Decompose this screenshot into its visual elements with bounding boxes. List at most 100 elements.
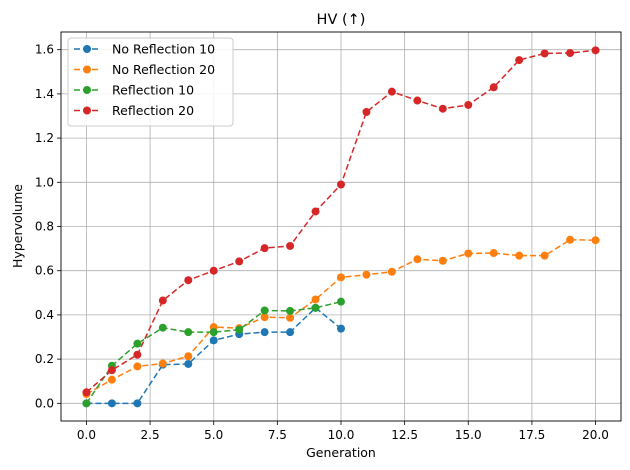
data-point-reflection-20 [566,48,575,57]
y-tick-label: 1.6 [35,43,54,57]
legend-entries: No Reflection 10 No Reflection 20 Reflecti… [74,42,215,118]
x-tick-label: 12.5 [391,428,418,442]
series-reflection-20 [82,46,600,397]
data-point-reflection-10 [337,297,345,306]
legend-marker-no-reflection-10 [83,45,91,53]
data-point-reflection-20 [515,56,524,65]
data-point-reflection-20 [260,244,269,253]
data-point-no-reflection-20 [311,295,320,304]
data-point-reflection-20 [209,266,218,275]
grid-layer [61,32,621,421]
legend-entry-reflection-10: Reflection 10 [74,83,194,98]
data-point-no-reflection-10 [260,328,269,337]
x-tick-label: 5.0 [204,428,223,442]
data-point-no-reflection-10 [107,399,116,408]
data-point-reflection-20 [591,46,600,55]
data-point-reflection-20 [133,350,142,359]
series-layer [82,46,600,408]
legend-marker-reflection-10 [83,86,91,94]
x-tick-label: 17.5 [519,428,546,442]
data-point-no-reflection-20 [387,267,396,276]
y-tick-label: 1.0 [35,175,54,189]
data-point-reflection-10 [184,328,193,337]
legend-label-no-reflection-20: No Reflection 20 [112,62,215,77]
y-tick-label: 0.4 [35,308,54,322]
legend-label-no-reflection-10: No Reflection 10 [112,42,215,57]
data-point-reflection-20 [438,104,447,113]
legend-box [67,37,234,127]
data-point-no-reflection-20 [260,313,269,322]
y-tick-label: 0.6 [35,264,54,278]
data-point-no-reflection-10 [337,324,345,333]
x-tick-label: 0.0 [77,428,96,442]
y-axis-label: Hypervolume [10,184,25,268]
data-point-reflection-20 [540,49,549,58]
data-point-no-reflection-20 [566,235,575,244]
data-point-no-reflection-20 [540,251,549,260]
x-tick-label: 10.0 [328,428,355,442]
data-point-reflection-10 [311,303,320,312]
ticks-layer: 0.0 2.5 5.0 7.5 10.0 12.5 15.0 17.5 20.0 0.0 0.2 0.… [35,43,609,442]
data-point-reflection-20 [337,180,345,189]
y-tick-label: 0.0 [35,396,54,410]
data-point-reflection-20 [413,96,422,105]
chart-title: HV (↑) [317,12,366,28]
y-tick-label: 0.8 [35,220,54,234]
x-tick-label: 20.0 [582,428,609,442]
data-point-no-reflection-20 [489,249,498,258]
data-point-no-reflection-20 [286,313,295,322]
data-point-reflection-10 [158,323,167,332]
data-point-reflection-20 [362,108,371,117]
legend-entry-reflection-20: Reflection 20 [74,103,194,118]
x-tick-label: 2.5 [141,428,160,442]
data-point-no-reflection-20 [133,362,142,371]
x-tick-label: 7.5 [268,428,287,442]
data-point-reflection-20 [107,366,116,375]
y-tick-label: 1.2 [35,131,54,145]
data-point-no-reflection-20 [107,375,116,384]
data-point-reflection-20 [82,388,91,397]
data-point-reflection-20 [489,83,498,92]
data-point-reflection-10 [133,339,142,348]
legend-marker-reflection-20 [83,106,91,115]
legend-entry-no-reflection-10: No Reflection 10 [74,42,215,57]
y-tick-label: 0.2 [35,352,54,366]
data-point-no-reflection-20 [158,359,167,368]
legend-label-reflection-10: Reflection 10 [112,83,194,98]
legend-label-reflection-20: Reflection 20 [112,103,194,118]
legend-entry-no-reflection-20: No Reflection 20 [74,62,215,77]
data-point-no-reflection-20 [362,270,371,279]
data-point-reflection-10 [235,325,244,334]
data-point-reflection-20 [387,87,396,96]
data-point-no-reflection-20 [413,255,422,264]
data-point-reflection-20 [311,207,320,216]
series-reflection-10 [82,297,345,408]
data-point-no-reflection-10 [209,336,218,345]
data-point-no-reflection-10 [133,399,142,408]
x-axis-label: Generation [306,445,376,460]
data-point-reflection-20 [158,296,167,305]
data-point-reflection-20 [184,276,193,285]
y-tick-label: 1.4 [35,87,54,101]
data-point-reflection-10 [82,399,91,408]
data-point-no-reflection-20 [184,352,193,361]
data-point-no-reflection-10 [286,328,295,337]
data-point-no-reflection-20 [464,249,473,258]
data-point-reflection-10 [209,328,218,337]
data-point-no-reflection-20 [515,251,524,260]
data-point-reflection-10 [286,306,295,315]
series-line-reflection-10 [85,300,342,404]
legend-marker-no-reflection-20 [83,65,91,74]
x-tick-label: 15.0 [455,428,482,442]
data-point-no-reflection-20 [438,256,447,265]
data-point-reflection-10 [260,306,269,315]
data-point-reflection-20 [286,241,295,250]
data-point-no-reflection-20 [591,236,600,245]
data-point-no-reflection-20 [337,273,345,282]
data-point-reflection-20 [235,257,244,266]
data-point-reflection-20 [464,100,473,109]
legend: No Reflection 10 No Reflection 20 Reflecti… [67,37,234,127]
data-point-no-reflection-10 [184,359,193,368]
